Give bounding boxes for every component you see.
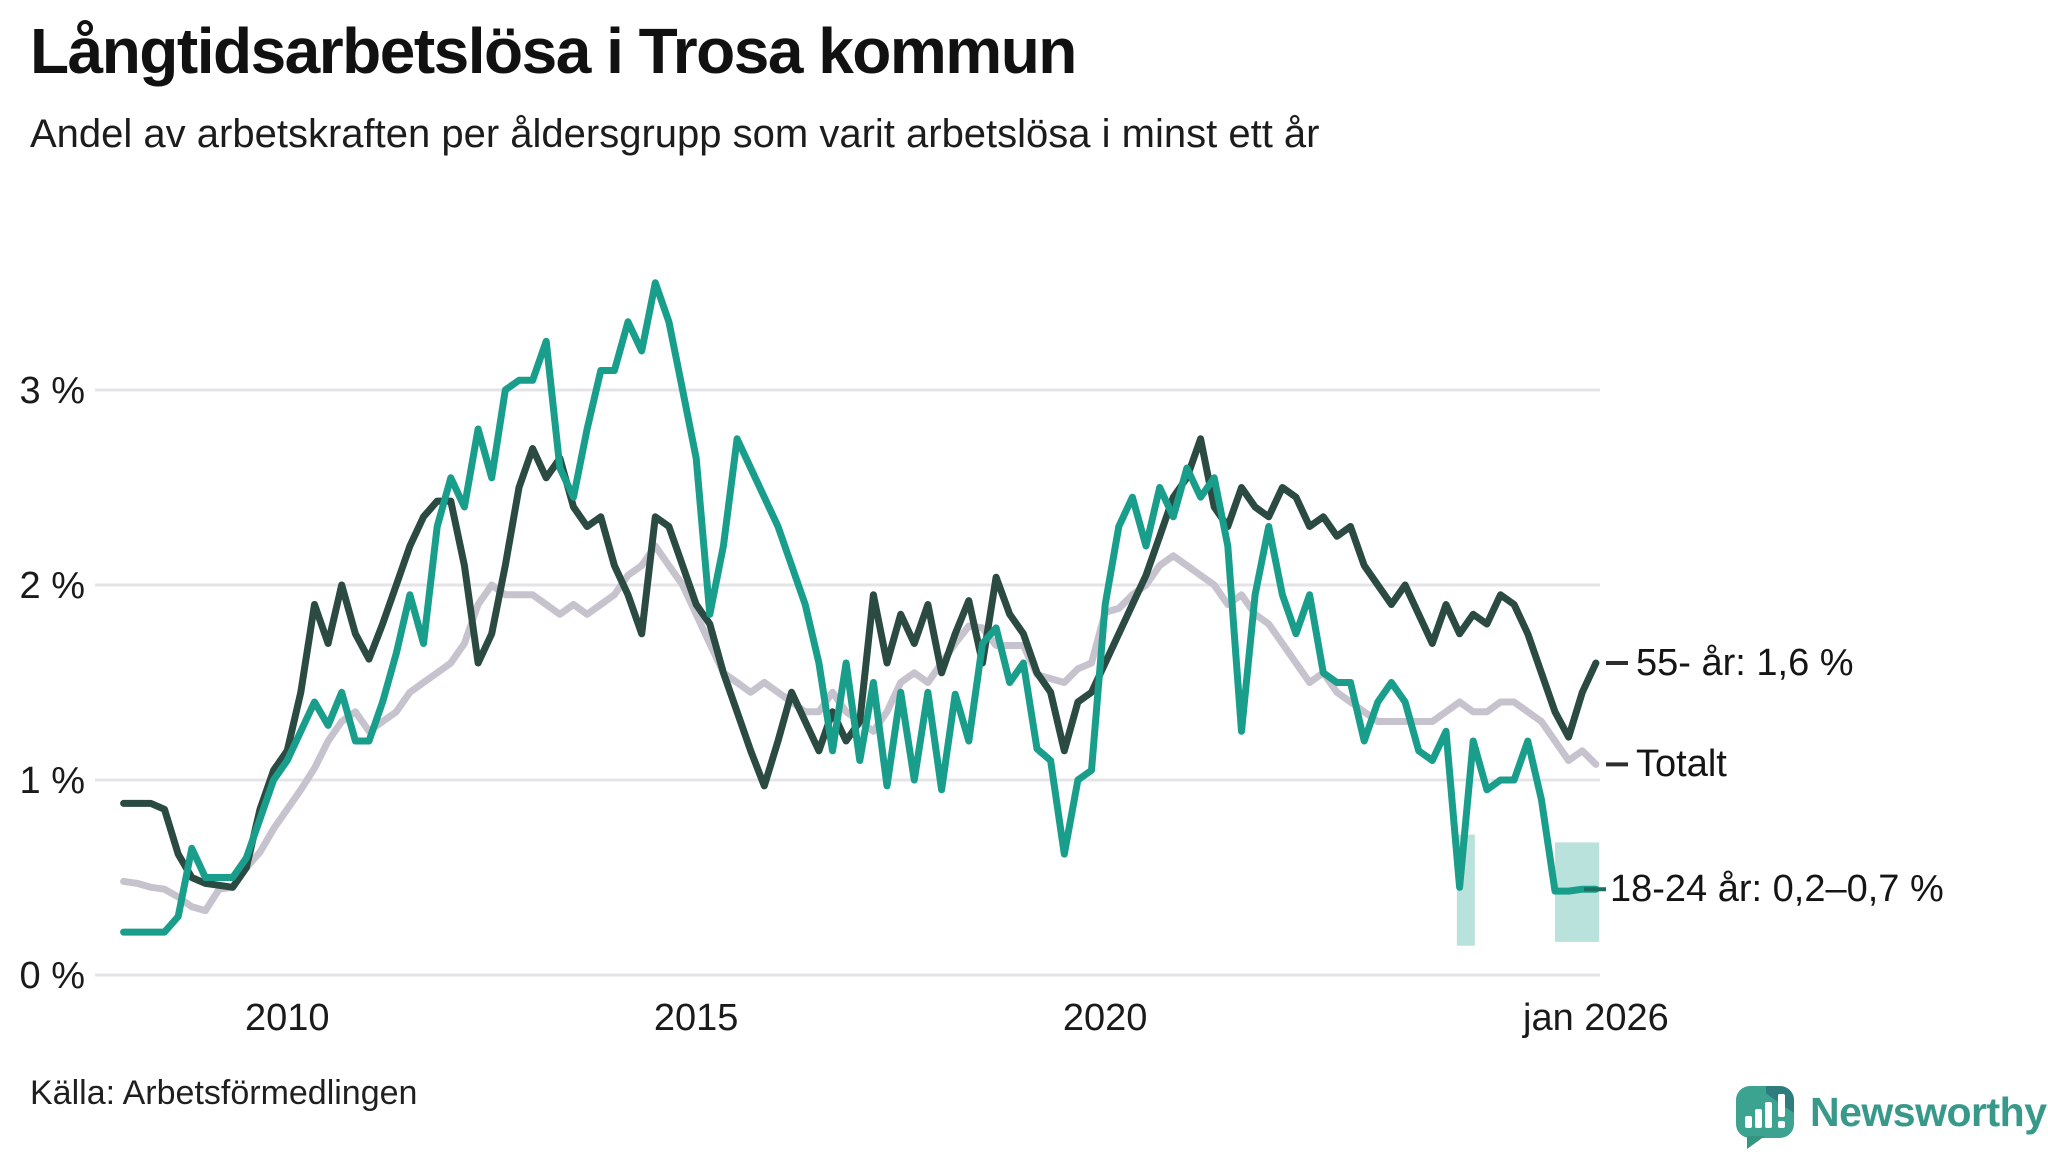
page-title: Långtidsarbetslösa i Trosa kommun — [30, 15, 1077, 87]
series-line-55--år — [120, 435, 1600, 891]
y-axis-tick-label: 3 % — [20, 370, 85, 412]
newsworthy-branding-link[interactable]: Newsworthy — [1736, 1086, 2047, 1149]
logo-speech-tail — [1747, 1136, 1765, 1149]
x-axis-tick-label: 2020 — [1063, 997, 1148, 1039]
logo-bar-chart-glyph — [1745, 1102, 1772, 1128]
x-axis-tick-label: 2010 — [245, 997, 330, 1039]
y-axis-tick-label: 0 % — [20, 955, 85, 997]
y-axis-tick-label: 2 % — [20, 565, 85, 607]
series-end-label-55: 55- år: 1,6 % — [1636, 642, 1854, 684]
x-axis-tick-label: 2015 — [654, 997, 739, 1039]
source-note: Källa: Arbetsförmedlingen — [30, 1074, 418, 1112]
newsworthy-wordmark: Newsworthy — [1810, 1088, 2047, 1135]
series-end-label-18-24: 18-24 år: 0,2–0,7 % — [1610, 868, 1944, 911]
series-line-18-24-år — [120, 279, 1600, 936]
newsworthy-logo-icon — [1736, 1086, 1794, 1149]
page-subtitle: Andel av arbetskraften per åldersgrupp s… — [30, 112, 1320, 156]
series-end-label-totalt: Totalt — [1636, 743, 1727, 786]
y-axis-tick-label: 1 % — [20, 760, 85, 802]
logo-exclamation-glyph — [1778, 1094, 1785, 1128]
x-axis-tick-label: jan 2026 — [1522, 997, 1669, 1039]
